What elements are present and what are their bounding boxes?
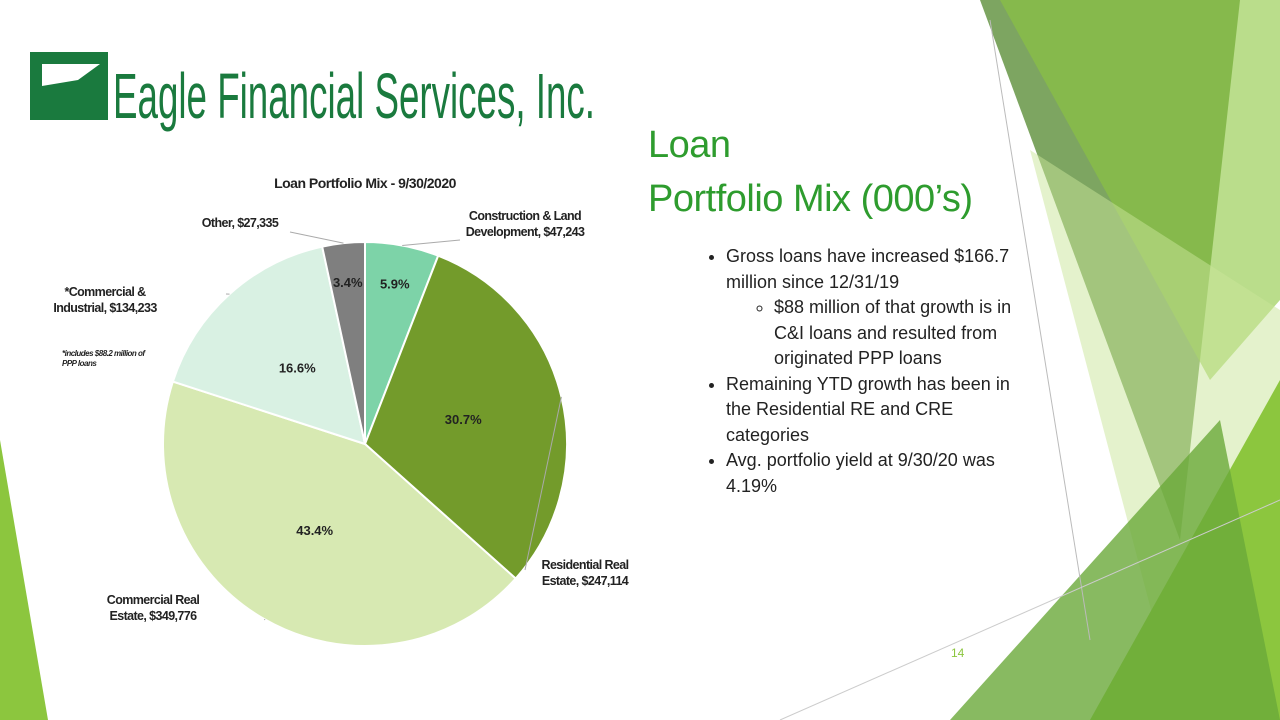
bullet-text: Remaining YTD growth has been in the Res… bbox=[726, 373, 1010, 445]
annotation: *includes $88.2 million of PPP loans bbox=[62, 349, 145, 368]
category-label: Commercial Real Estate, $349,776 bbox=[106, 593, 200, 623]
leader-line bbox=[402, 239, 461, 246]
bullet-text: Avg. portfolio yield at 9/30/20 was 4.19… bbox=[726, 450, 995, 496]
logo-text: Eagle Financial Services, Inc. bbox=[113, 60, 595, 132]
value-label: 16.6% bbox=[279, 361, 316, 376]
heading-line: Portfolio Mix (000’s) bbox=[648, 178, 973, 220]
chart-title: Loan Portfolio Mix - 9/30/2020 bbox=[274, 175, 457, 191]
sub-bullets: $88 million of that growth is in C&I loa… bbox=[726, 295, 1021, 372]
value-label: 5.9% bbox=[380, 277, 410, 292]
heading-line: Loan bbox=[648, 124, 731, 166]
decor-line bbox=[989, 19, 1091, 641]
decor bbox=[0, 440, 48, 720]
sub-bullet: $88 million of that growth is in C&I loa… bbox=[774, 295, 1021, 372]
value-label: 43.4% bbox=[296, 523, 333, 538]
page-number: 14 bbox=[951, 646, 965, 660]
bullet: Avg. portfolio yield at 9/30/20 was 4.19… bbox=[726, 448, 1021, 499]
bullet-text: Gross loans have increased $166.7 millio… bbox=[726, 246, 1010, 292]
decor-line bbox=[779, 499, 1280, 720]
leader-line bbox=[524, 396, 562, 571]
heading: Loan Portfolio Mix (000’s) bbox=[648, 118, 973, 226]
pie-slice bbox=[320, 240, 366, 445]
value-label: 30.7% bbox=[445, 412, 482, 427]
category-label: Residential Real Estate, $247,114 bbox=[541, 558, 630, 588]
category-label: *Commercial & Industrial, $134,233 bbox=[53, 285, 157, 315]
logo-mark bbox=[30, 52, 108, 120]
decor bbox=[950, 420, 1280, 720]
bullet: Gross loans have increased $166.7 millio… bbox=[726, 244, 1021, 372]
leader-line bbox=[263, 618, 266, 621]
category-label: Other, $27,335 bbox=[201, 216, 279, 230]
logo-mark bbox=[42, 64, 100, 86]
category-label: Construction & Land Development, $47,243 bbox=[465, 209, 585, 239]
pie-slice bbox=[162, 380, 518, 647]
leader-line bbox=[289, 231, 344, 244]
value-label: 3.4% bbox=[333, 275, 363, 290]
bullets: Gross loans have increased $166.7 millio… bbox=[700, 244, 1021, 499]
pie-slice bbox=[171, 245, 367, 446]
bullet: Remaining YTD growth has been in the Res… bbox=[726, 372, 1021, 449]
